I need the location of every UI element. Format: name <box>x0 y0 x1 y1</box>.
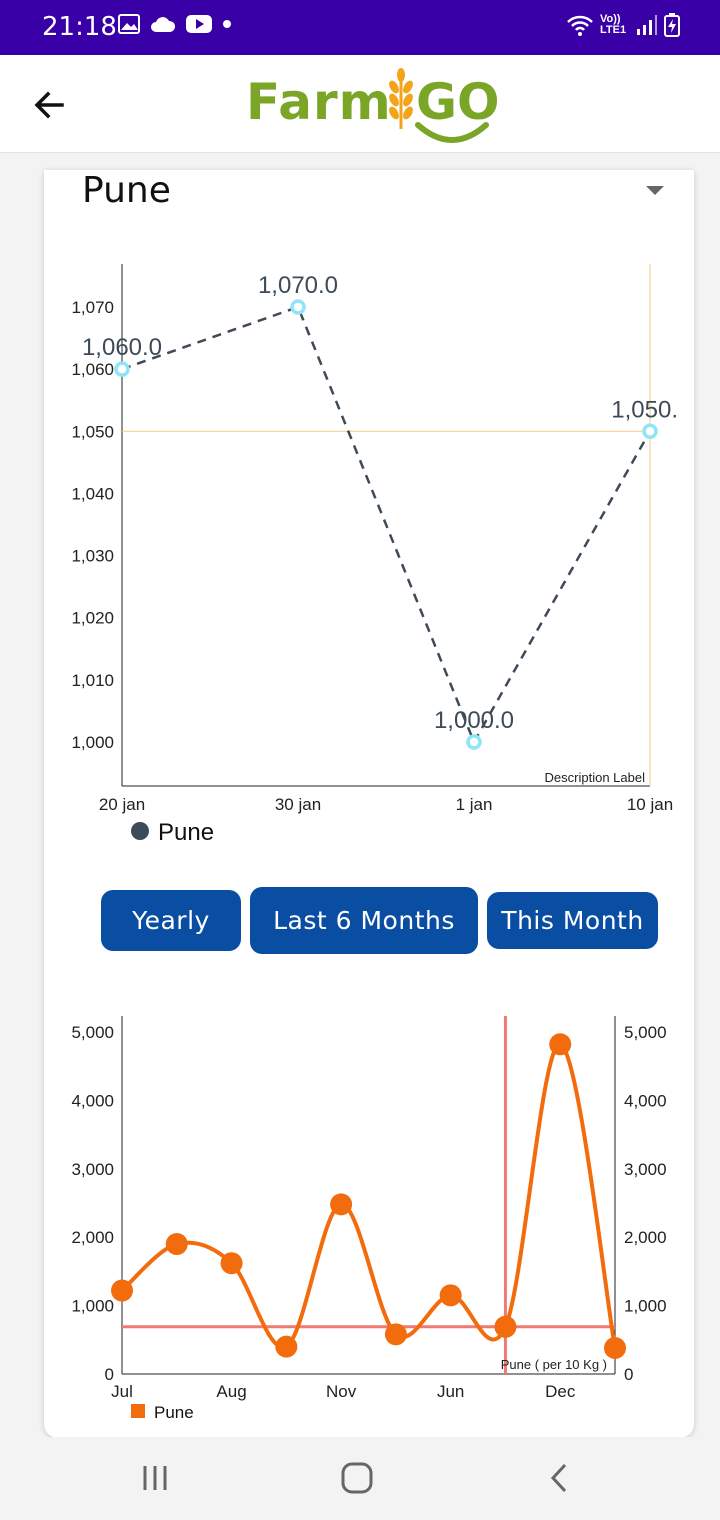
data-point <box>494 1315 517 1338</box>
left-y-tick-label: 3,000 <box>71 1160 114 1179</box>
y-tick-label: 1,060 <box>71 360 114 379</box>
right-y-tick-label: 1,000 <box>624 1297 667 1316</box>
y-tick-label: 1,070 <box>71 298 114 317</box>
data-label: 1,050. <box>611 396 678 423</box>
data-label: 1,060.0 <box>82 334 162 361</box>
network-label: Vo)) LTE1 <box>600 13 627 36</box>
recent-apps-icon[interactable] <box>140 1463 170 1493</box>
yearly-button[interactable]: Yearly <box>101 890 241 951</box>
wifi-icon <box>567 15 593 36</box>
gallery-icon <box>118 14 140 34</box>
x-tick-label: Aug <box>216 1382 246 1401</box>
y-tick-label: 1,020 <box>71 609 114 628</box>
x-tick-label: Nov <box>326 1382 357 1401</box>
data-point <box>111 1279 133 1302</box>
right-y-tick-label: 3,000 <box>624 1160 667 1179</box>
legend-label: Pune <box>154 1403 194 1422</box>
y-tick-label: 1,030 <box>71 547 114 566</box>
data-point <box>275 1335 298 1358</box>
wheat-icon <box>389 68 413 129</box>
data-point <box>290 299 306 315</box>
data-point <box>604 1337 626 1360</box>
data-point <box>165 1233 188 1256</box>
notification-icons <box>118 14 232 34</box>
y-tick-label: 1,050 <box>71 422 114 441</box>
status-time: 21:18 <box>42 12 117 42</box>
data-point <box>642 423 658 440</box>
x-tick-label: 30 jan <box>275 795 321 814</box>
series-line <box>121 305 652 745</box>
dropdown-arrow-icon[interactable] <box>646 186 664 195</box>
data-label: 1,000.0 <box>434 707 514 734</box>
location-select[interactable]: Pune <box>82 170 171 211</box>
legend-marker <box>131 1404 145 1418</box>
left-y-tick-label: 4,000 <box>71 1091 114 1110</box>
data-point <box>466 734 482 750</box>
this-month-button[interactable]: This Month <box>487 892 658 949</box>
signal-icon <box>637 15 657 35</box>
right-y-tick-label: 5,000 <box>624 1023 667 1042</box>
x-tick-label: Jul <box>111 1382 133 1401</box>
status-bar: 21:18 Vo)) LTE1 <box>0 0 720 55</box>
data-point <box>384 1323 407 1346</box>
back-arrow-icon[interactable] <box>30 85 70 125</box>
chart-description: Description Label <box>545 770 646 785</box>
series-line <box>120 1042 617 1350</box>
data-label: 1,070.0 <box>258 272 338 299</box>
youtube-icon <box>186 15 212 33</box>
right-y-tick-label: 0 <box>624 1365 633 1384</box>
data-point <box>114 361 130 377</box>
right-y-tick-label: 2,000 <box>624 1228 667 1247</box>
battery-icon <box>664 13 680 37</box>
last-6-months-button[interactable]: Last 6 Months <box>250 887 478 954</box>
left-y-tick-label: 0 <box>105 1365 114 1384</box>
y-tick-label: 1,040 <box>71 484 114 503</box>
system-icons: Vo)) LTE1 <box>566 13 680 37</box>
trend-line-chart: 0 0 1,000 1,000 2,000 2,000 3,000 3,000 4,000 4,0… <box>71 1016 667 1422</box>
data-point <box>549 1033 572 1056</box>
back-nav-icon[interactable] <box>545 1461 573 1495</box>
x-tick-label: Dec <box>545 1382 576 1401</box>
price-card <box>44 170 694 1438</box>
app-bar: Farm GO <box>0 55 720 153</box>
price-line-chart: 1,000 1,010 1,020 1,030 1,040 1,050 1,060 1,070… <box>71 264 678 846</box>
left-y-tick-label: 5,000 <box>71 1023 114 1042</box>
logo-text-go: GO <box>416 73 500 131</box>
data-point <box>330 1193 353 1216</box>
farmgo-logo: Farm GO <box>246 67 500 147</box>
left-y-tick-label: 1,000 <box>71 1297 114 1316</box>
data-point <box>439 1284 462 1307</box>
left-y-tick-label: 2,000 <box>71 1228 114 1247</box>
data-point <box>220 1252 243 1275</box>
home-icon[interactable] <box>340 1461 374 1495</box>
y-tick-label: 1,010 <box>71 671 114 690</box>
x-tick-label: 10 jan <box>627 795 673 814</box>
logo-smile-icon <box>415 122 489 143</box>
right-y-tick-label: 4,000 <box>624 1091 667 1110</box>
legend-label: Pune <box>158 819 214 846</box>
logo-text-farm: Farm <box>246 73 392 131</box>
system-nav-bar <box>0 1437 720 1520</box>
cloud-icon <box>151 17 176 32</box>
x-tick-label: 20 jan <box>99 795 145 814</box>
legend-marker <box>131 822 149 840</box>
x-tick-label: Jun <box>437 1382 464 1401</box>
x-tick-label: 1 jan <box>456 795 493 814</box>
chart-description: Pune ( per 10 Kg ) <box>501 1357 607 1372</box>
dot-icon <box>223 20 231 28</box>
y-tick-label: 1,000 <box>71 733 114 752</box>
